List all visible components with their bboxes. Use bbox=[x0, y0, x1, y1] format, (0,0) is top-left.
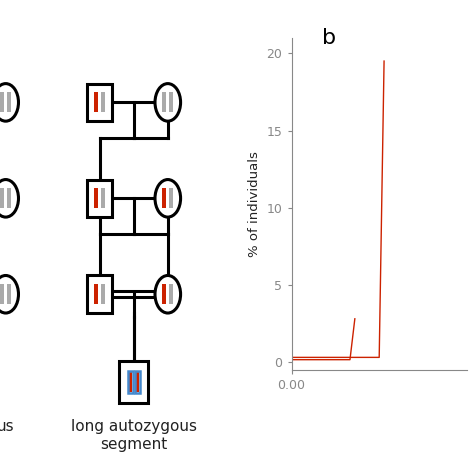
Bar bbox=[87, 83, 112, 121]
Text: long autozygous
segment: long autozygous segment bbox=[71, 419, 197, 452]
Bar bbox=[0, 92, 4, 112]
Circle shape bbox=[155, 275, 181, 313]
Bar bbox=[87, 180, 112, 217]
Bar bbox=[163, 284, 166, 304]
Bar bbox=[119, 361, 148, 403]
Bar bbox=[94, 284, 98, 304]
Text: us: us bbox=[0, 419, 15, 434]
Bar bbox=[94, 188, 98, 209]
Bar bbox=[0, 284, 4, 304]
Circle shape bbox=[0, 180, 18, 217]
Bar bbox=[0, 188, 4, 209]
Bar bbox=[101, 284, 105, 304]
Bar bbox=[101, 92, 105, 112]
Bar bbox=[7, 92, 11, 112]
Circle shape bbox=[0, 275, 18, 313]
Bar bbox=[101, 188, 105, 209]
Bar bbox=[94, 92, 98, 112]
Bar bbox=[135, 371, 140, 392]
Text: b: b bbox=[322, 28, 337, 48]
Bar bbox=[163, 188, 166, 209]
Bar bbox=[169, 188, 173, 209]
Bar bbox=[128, 372, 132, 392]
Circle shape bbox=[155, 180, 181, 217]
Bar bbox=[135, 372, 139, 392]
Bar bbox=[7, 188, 11, 209]
Circle shape bbox=[155, 83, 181, 121]
Bar bbox=[169, 92, 173, 112]
Circle shape bbox=[0, 83, 18, 121]
Y-axis label: % of individuals: % of individuals bbox=[248, 151, 261, 257]
Bar bbox=[163, 92, 166, 112]
Bar bbox=[87, 275, 112, 313]
Bar bbox=[169, 284, 173, 304]
Bar bbox=[7, 284, 11, 304]
Bar bbox=[128, 371, 133, 392]
